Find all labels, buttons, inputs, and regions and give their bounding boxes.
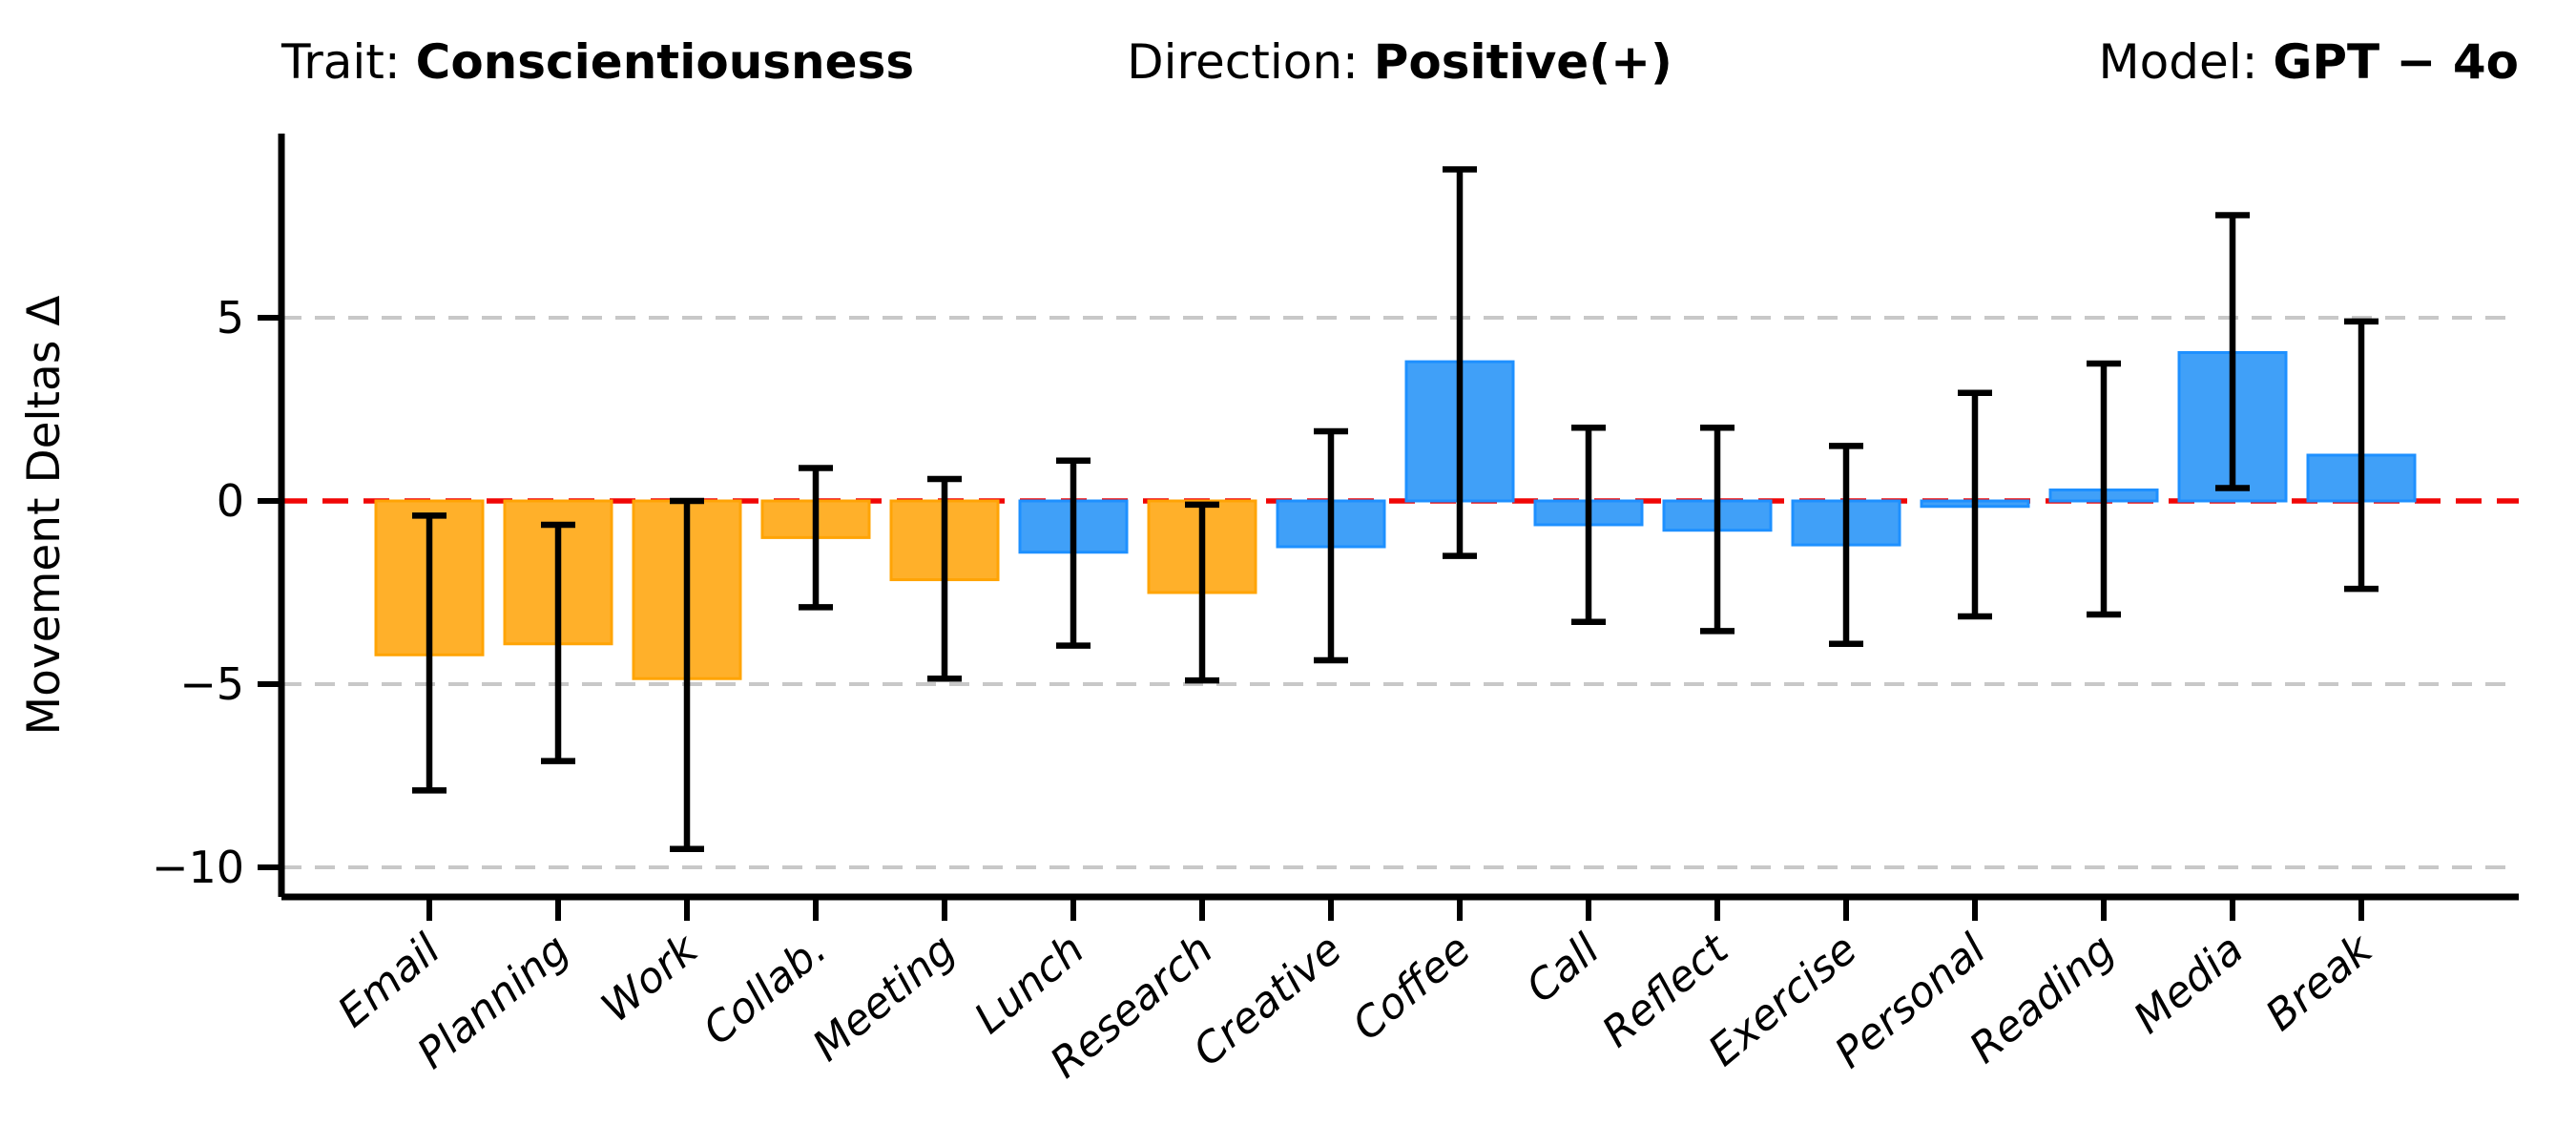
y-axis: 5 0 −5 −10	[152, 134, 285, 897]
error-bar-research	[1185, 501, 1219, 684]
trait-title: Trait: Conscientiousness	[280, 34, 914, 90]
model-title: Model: GPT − 4o	[2098, 34, 2519, 90]
error-bar-meeting	[927, 475, 962, 682]
error-bar-exercise	[1829, 443, 1863, 648]
x-tick-label-meeting: Meeting	[803, 925, 965, 1071]
x-tick-label-media: Media	[2125, 925, 2253, 1043]
x-tick-label-break: Break	[2256, 924, 2382, 1040]
direction-value: Positive(+)	[1374, 34, 1672, 90]
error-bar-lunch	[1056, 457, 1091, 649]
error-bar-personal	[1958, 389, 1992, 620]
title-row: Trait: Conscientiousness Direction: Posi…	[280, 34, 2519, 90]
error-bar-media	[2215, 212, 2250, 491]
trait-label: Trait:	[280, 34, 416, 90]
x-tick-label-work: Work	[592, 924, 708, 1031]
error-bar-call	[1571, 424, 1606, 625]
error-bar-reflect	[1700, 424, 1735, 635]
x-tick-label-reading: Reading	[1961, 925, 2124, 1072]
x-tick-label-email: Email	[329, 925, 450, 1037]
direction-label: Direction:	[1127, 34, 1374, 90]
x-tick-label-coffee: Coffee	[1343, 925, 1480, 1050]
x-tick-label-call: Call	[1517, 925, 1609, 1012]
error-bar-coffee	[1443, 166, 1477, 559]
bars	[374, 350, 2417, 680]
error-bar-break	[2344, 318, 2379, 593]
y-tick-label: −5	[179, 658, 244, 710]
error-bar-reading	[2087, 360, 2121, 618]
y-tick-label: −10	[152, 842, 244, 893]
error-bar-collab	[799, 465, 833, 611]
error-bars	[412, 166, 2379, 853]
direction-title: Direction: Positive(+)	[1127, 34, 1672, 90]
trait-value: Conscientiousness	[416, 34, 914, 90]
error-bar-planning	[541, 521, 575, 764]
model-label: Model:	[2098, 34, 2273, 90]
y-axis-label: Movement Deltas Δ	[18, 296, 71, 736]
error-bar-email	[412, 512, 447, 794]
y-tick-label: 5	[217, 292, 244, 344]
model-value: GPT − 4o	[2273, 34, 2519, 90]
error-bar-work	[670, 497, 704, 853]
gridlines	[281, 316, 2519, 869]
y-tick-label: 0	[217, 475, 244, 527]
error-bar-creative	[1314, 427, 1348, 664]
